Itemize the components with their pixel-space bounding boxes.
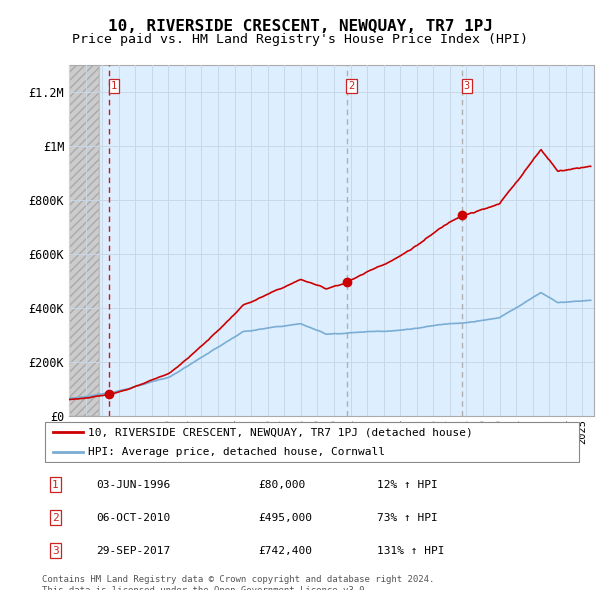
Text: 131% ↑ HPI: 131% ↑ HPI: [377, 546, 444, 556]
Bar: [69, 65, 99, 416]
Text: £80,000: £80,000: [258, 480, 305, 490]
Text: 10, RIVERSIDE CRESCENT, NEWQUAY, TR7 1PJ (detached house): 10, RIVERSIDE CRESCENT, NEWQUAY, TR7 1PJ…: [88, 427, 473, 437]
Text: £742,400: £742,400: [258, 546, 312, 556]
Text: £495,000: £495,000: [258, 513, 312, 523]
Text: 03-JUN-1996: 03-JUN-1996: [96, 480, 170, 490]
Text: Contains HM Land Registry data © Crown copyright and database right 2024.
This d: Contains HM Land Registry data © Crown c…: [42, 575, 434, 590]
Text: 2: 2: [348, 81, 355, 91]
Text: 10, RIVERSIDE CRESCENT, NEWQUAY, TR7 1PJ: 10, RIVERSIDE CRESCENT, NEWQUAY, TR7 1PJ: [107, 19, 493, 34]
Text: HPI: Average price, detached house, Cornwall: HPI: Average price, detached house, Corn…: [88, 447, 385, 457]
Text: 06-OCT-2010: 06-OCT-2010: [96, 513, 170, 523]
Text: Price paid vs. HM Land Registry's House Price Index (HPI): Price paid vs. HM Land Registry's House …: [72, 33, 528, 46]
Text: 1: 1: [52, 480, 59, 490]
Text: 3: 3: [52, 546, 59, 556]
Text: 73% ↑ HPI: 73% ↑ HPI: [377, 513, 437, 523]
Text: 3: 3: [464, 81, 470, 91]
FancyBboxPatch shape: [45, 421, 580, 463]
Bar: [69, 65, 99, 416]
Text: 1: 1: [111, 81, 117, 91]
Text: 29-SEP-2017: 29-SEP-2017: [96, 546, 170, 556]
Text: 12% ↑ HPI: 12% ↑ HPI: [377, 480, 437, 490]
Text: 2: 2: [52, 513, 59, 523]
